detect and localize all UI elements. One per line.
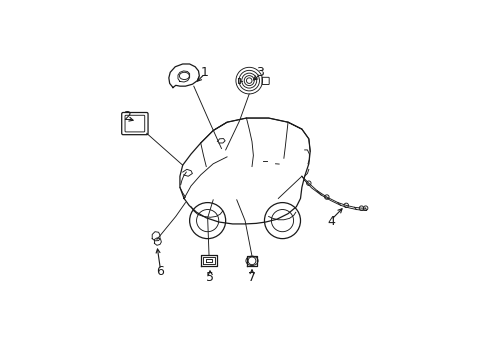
Text: 2: 2 (123, 110, 131, 123)
Text: 6: 6 (156, 265, 164, 278)
Text: 5: 5 (206, 271, 214, 284)
Text: 7: 7 (247, 271, 256, 284)
Text: 4: 4 (326, 216, 334, 229)
Text: 3: 3 (256, 66, 264, 79)
Text: 1: 1 (201, 66, 208, 79)
